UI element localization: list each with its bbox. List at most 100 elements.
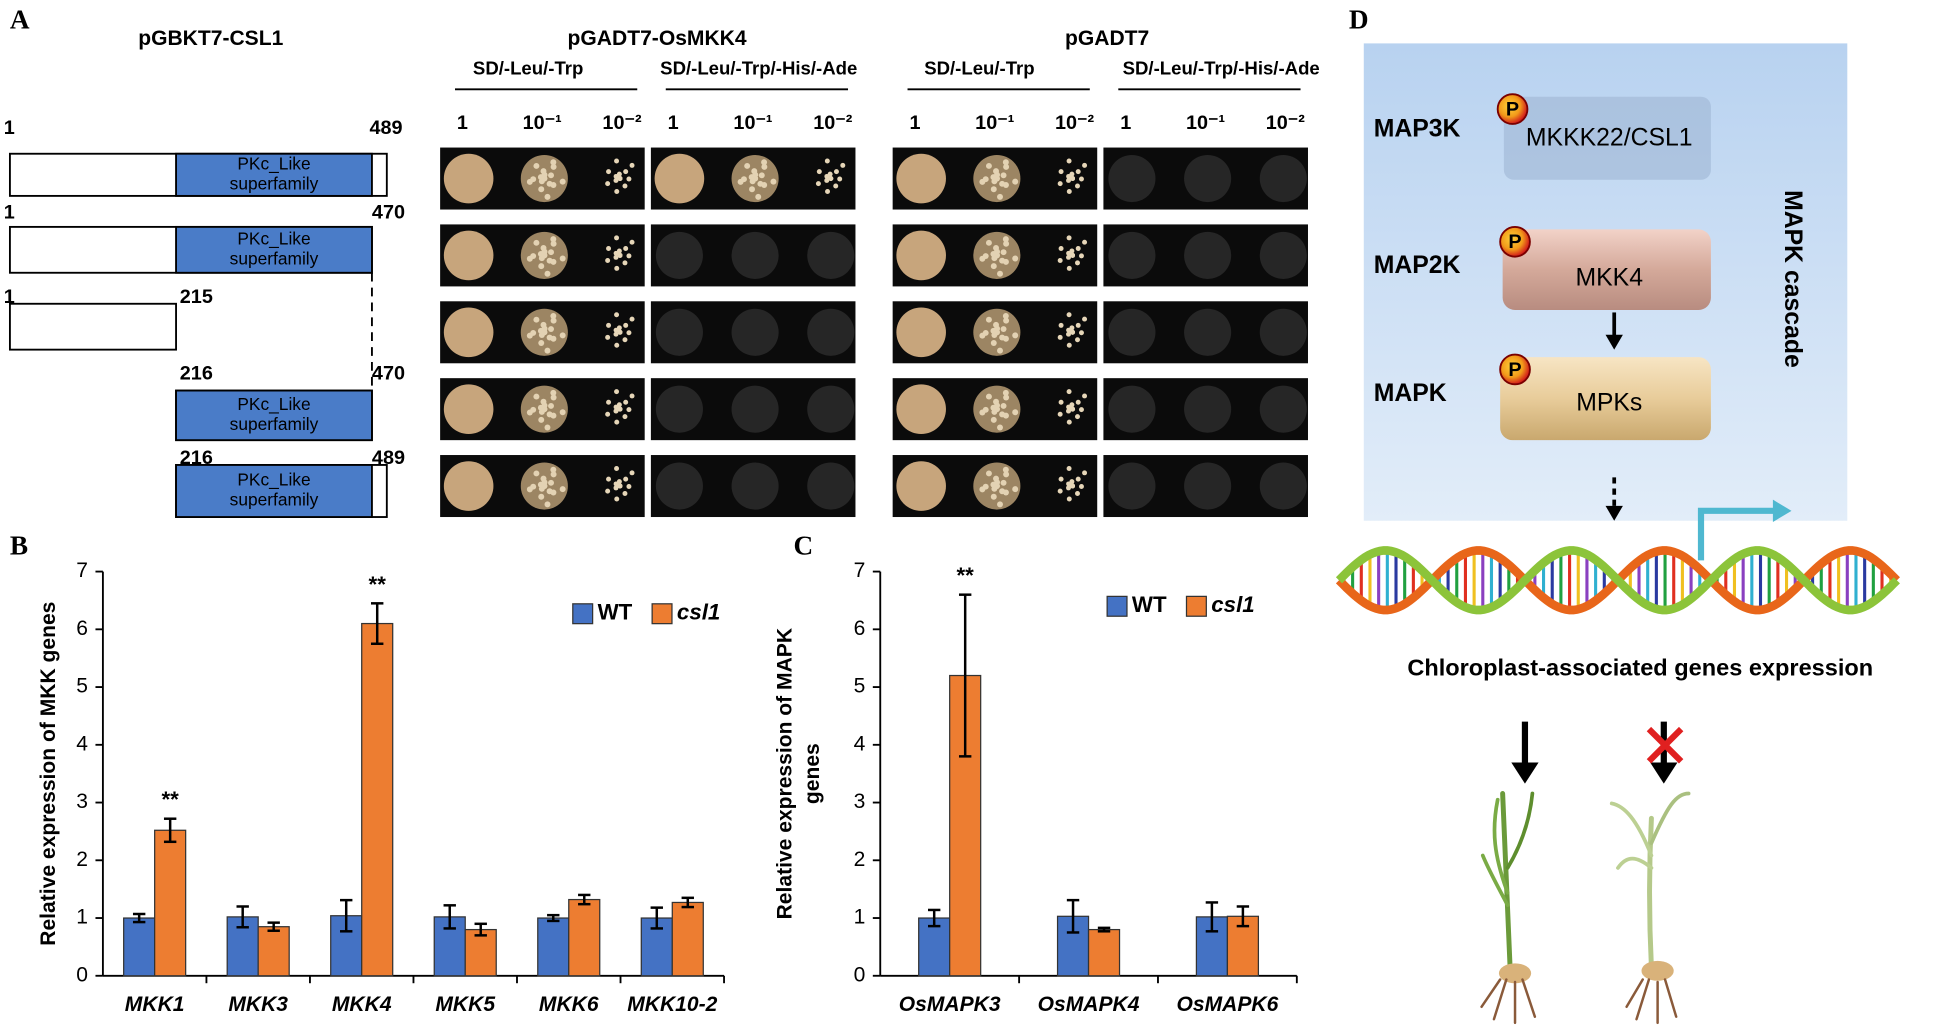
colony [999, 411, 1006, 418]
colony [827, 171, 833, 177]
colony [1003, 394, 1010, 401]
colony-spot [807, 385, 855, 433]
bar [257, 926, 290, 977]
colony [606, 169, 612, 175]
colony [550, 394, 557, 401]
colony [1075, 414, 1080, 420]
bar [464, 928, 497, 977]
colony [1066, 312, 1072, 318]
colony-spot [443, 153, 494, 204]
colony [550, 159, 557, 166]
colony [990, 263, 997, 270]
colony [1057, 411, 1063, 417]
arrow-head [1772, 499, 1792, 522]
bar [361, 622, 394, 977]
colony-spot [1259, 462, 1307, 510]
y-tick-label: 3 [76, 790, 88, 813]
error-bar [578, 893, 591, 906]
colony [744, 162, 751, 169]
colony [997, 424, 1003, 431]
colony [541, 479, 548, 486]
colony [1003, 317, 1010, 324]
colony [626, 253, 632, 259]
colony [546, 411, 553, 418]
colony [1069, 248, 1075, 254]
colony [614, 158, 620, 164]
colony [1070, 406, 1076, 412]
colony [559, 409, 566, 416]
colony [985, 393, 992, 400]
colony [538, 263, 545, 270]
colony [997, 270, 1003, 277]
error-bar [1097, 926, 1111, 933]
colony [614, 312, 620, 318]
error-bar [371, 602, 384, 645]
mapk-box [1500, 357, 1711, 441]
colony [1058, 246, 1064, 251]
colony [985, 239, 992, 246]
colony [990, 186, 997, 193]
colony [999, 488, 1006, 495]
colony [824, 177, 830, 183]
dna-strand [1335, 546, 1900, 615]
colony [559, 255, 566, 262]
colony [533, 316, 540, 323]
end-label: 470 [372, 363, 405, 385]
colony [1066, 496, 1072, 502]
colony [533, 393, 540, 400]
colony [757, 180, 764, 187]
phospho-badge [1499, 225, 1531, 258]
colony [623, 246, 629, 251]
dilution-label: 1 [457, 112, 468, 134]
phospho-label: P [1506, 99, 1519, 121]
colony [606, 399, 612, 405]
colony [1066, 342, 1072, 348]
colony [1078, 330, 1084, 336]
colony [1002, 236, 1009, 243]
colony [1075, 246, 1081, 251]
medium-label: SD/-Leu/-Trp/-His/-Ade [1123, 57, 1320, 78]
start-label: 216 [180, 363, 213, 385]
x-tick-label: MKK10-2 [627, 993, 717, 1016]
colony [824, 158, 830, 164]
colony-spot [896, 307, 946, 358]
colony [825, 189, 831, 195]
colony [985, 162, 992, 169]
colony [614, 189, 620, 195]
phospho-badge [1499, 353, 1531, 386]
x-tick-label: MKK6 [539, 993, 599, 1016]
colony [1000, 326, 1007, 333]
colony-spot [731, 308, 779, 356]
bait-title: pGBKT7-CSL1 [138, 27, 283, 50]
colony [994, 171, 1001, 178]
colony [626, 330, 632, 336]
colony [622, 414, 628, 420]
colony [538, 186, 545, 193]
colony [606, 476, 612, 482]
colony-spot [1108, 154, 1156, 203]
colony [548, 172, 555, 179]
kinase-domain [175, 152, 373, 197]
colony [1069, 171, 1075, 177]
colony [985, 316, 992, 323]
colony-spot [807, 231, 855, 279]
colony [614, 265, 620, 271]
colony [994, 248, 1001, 255]
colony [550, 466, 557, 473]
x-tick-label: MKK1 [125, 993, 185, 1016]
colony [1000, 479, 1007, 486]
arrow-head [1650, 762, 1678, 784]
start-label: 1 [4, 201, 15, 223]
colony [544, 270, 551, 277]
bar [537, 917, 570, 977]
colony [546, 488, 553, 495]
colony [538, 416, 545, 423]
colony [1075, 476, 1081, 482]
panel-label: C [793, 530, 813, 560]
x-tick-label: MKK3 [228, 993, 288, 1016]
x-tick-label: MKK5 [435, 993, 495, 1016]
colony [1012, 178, 1019, 185]
colony [816, 169, 822, 175]
colony [755, 193, 762, 200]
